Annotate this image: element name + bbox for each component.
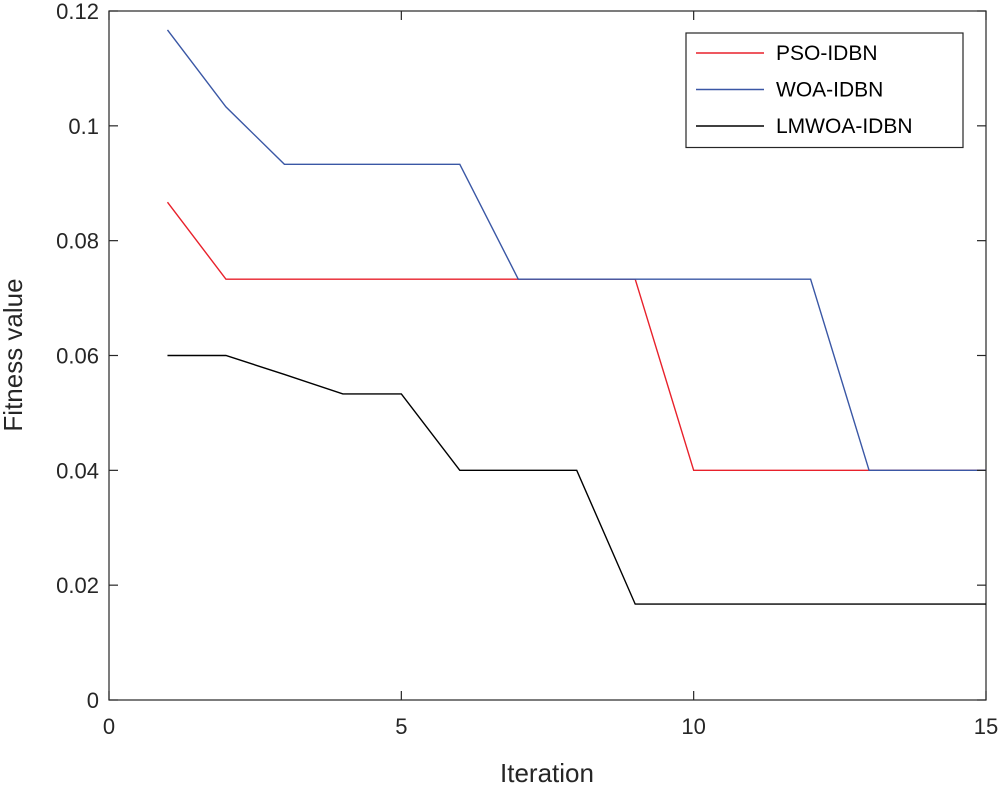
y-axis-label: Fitness value (0, 278, 28, 431)
series-line-pso-idbn (166, 201, 986, 472)
series-line-woa-idbn (166, 29, 986, 472)
x-tick-label: 10 (681, 714, 705, 739)
x-axis-label: Iteration (500, 758, 594, 787)
x-tick-label: 0 (103, 714, 115, 739)
y-tick-label: 0.06 (56, 344, 99, 369)
y-tick-label: 0 (87, 688, 99, 713)
x-tick-label: 15 (974, 714, 998, 739)
ticks-layer: 0 5 10 15 0 0.02 0.04 0.06 0.08 0.1 0.12 (56, 0, 998, 739)
legend-label: WOA-IDBN (776, 79, 883, 102)
series-layer (166, 29, 986, 605)
x-tick-label: 5 (395, 714, 407, 739)
legend-box (685, 32, 964, 149)
legend-label: PSO-IDBN (776, 42, 878, 65)
y-tick-label: 0.02 (56, 573, 99, 598)
legend: PSO-IDBN WOA-IDBN LMWOA-IDBN (685, 32, 964, 149)
y-tick-label: 0.12 (56, 0, 99, 24)
y-tick-label: 0.08 (56, 229, 99, 254)
series-line-lmwoa-idbn (167, 354, 986, 605)
legend-label: LMWOA-IDBN (776, 115, 913, 138)
y-tick-label: 0.04 (56, 458, 99, 483)
y-tick-label: 0.1 (68, 114, 99, 139)
